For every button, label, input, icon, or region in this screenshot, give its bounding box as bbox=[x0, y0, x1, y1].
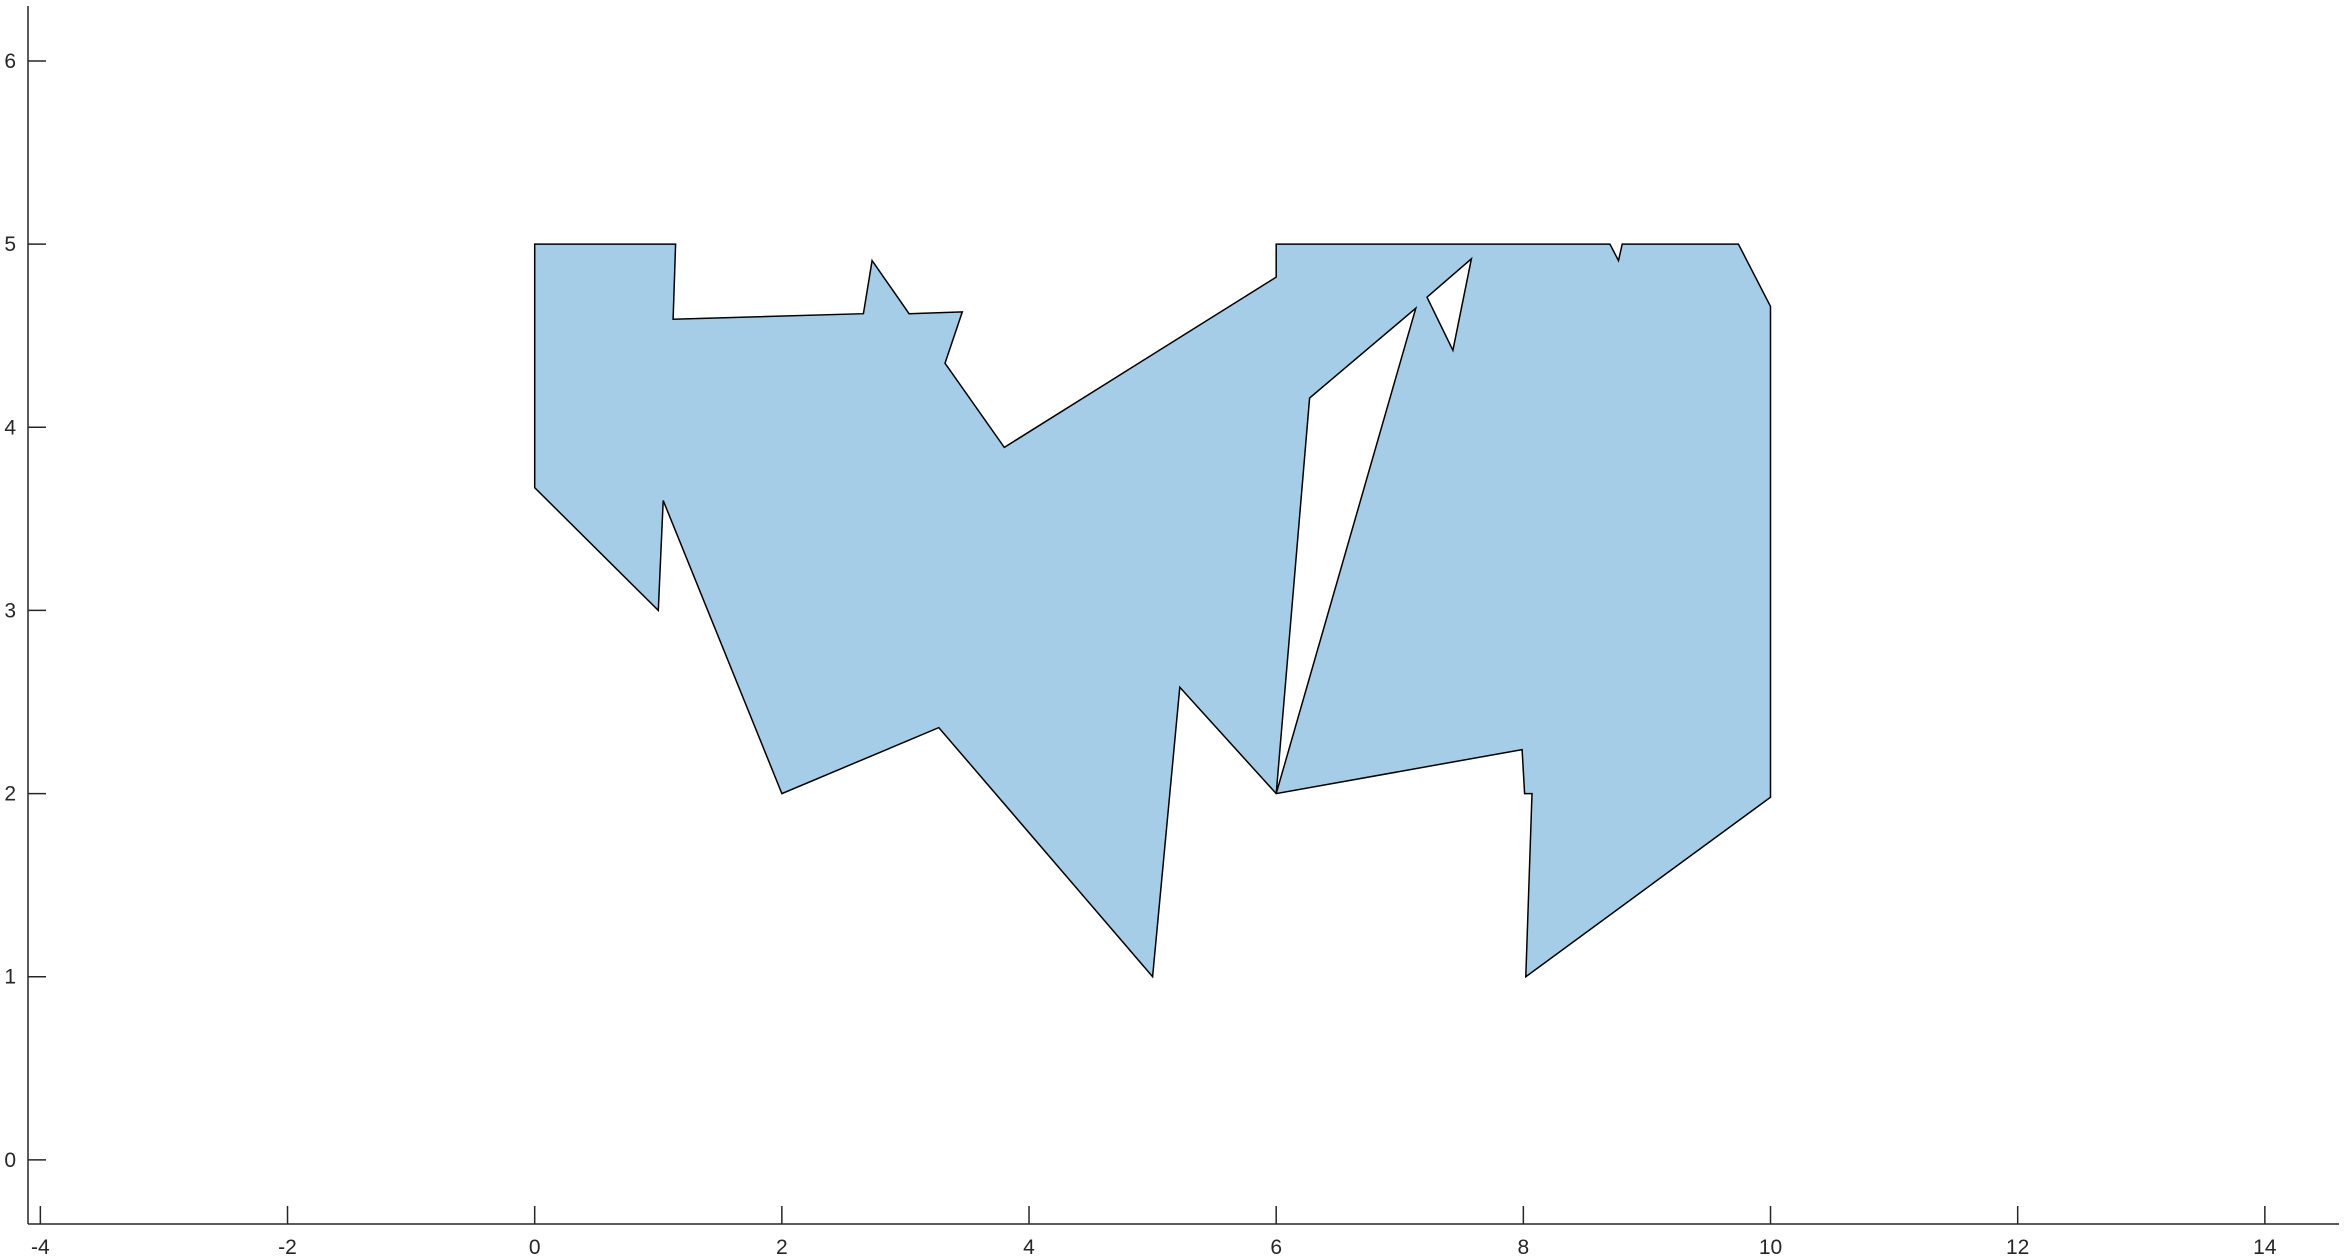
polygon-regions bbox=[533, 243, 1772, 979]
y-tick-label: 6 bbox=[4, 50, 16, 73]
y-tick-label: 4 bbox=[4, 416, 16, 439]
x-tick-label: -4 bbox=[31, 1236, 50, 1259]
x-tick-label: 8 bbox=[1518, 1236, 1530, 1259]
y-tick-label: 1 bbox=[4, 966, 16, 989]
x-tick-label: 12 bbox=[2006, 1236, 2029, 1259]
x-tick-label: 6 bbox=[1270, 1236, 1282, 1259]
y-tick-label: 0 bbox=[4, 1149, 16, 1172]
x-tick-label: 0 bbox=[529, 1236, 541, 1259]
x-tick-label: 4 bbox=[1023, 1236, 1035, 1259]
x-tick-label: 10 bbox=[1759, 1236, 1782, 1259]
x-tick-label: 2 bbox=[776, 1236, 788, 1259]
filled-polygon-region bbox=[533, 243, 1772, 979]
x-tick-label: 14 bbox=[2253, 1236, 2277, 1259]
y-tick-label: 3 bbox=[4, 599, 16, 622]
y-tick-label: 2 bbox=[4, 783, 16, 806]
x-tick-label: -2 bbox=[278, 1236, 297, 1259]
y-tick-label: 5 bbox=[4, 233, 16, 256]
